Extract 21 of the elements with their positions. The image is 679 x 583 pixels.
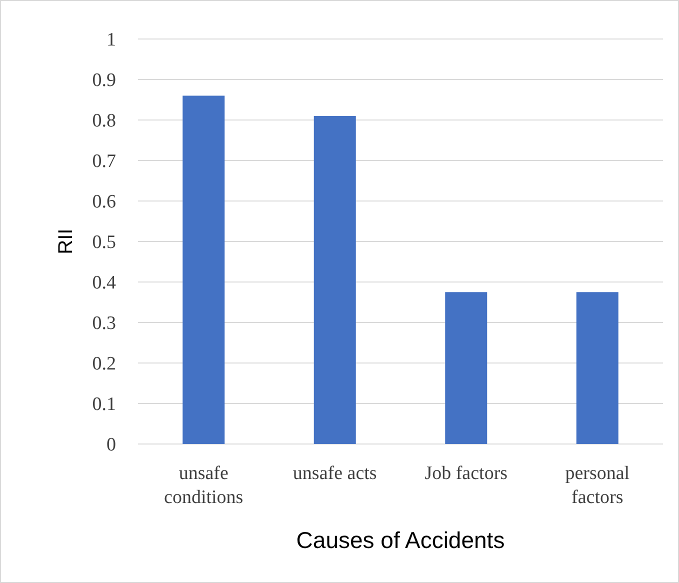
y-tick-label: 0.4 <box>92 272 116 294</box>
y-tick-label: 0.5 <box>92 232 116 254</box>
y-tick-label: 1 <box>106 30 116 51</box>
y-tick-label: 0.9 <box>92 70 116 92</box>
y-tick-label: 0.8 <box>92 110 116 132</box>
x-axis-title: Causes of Accidents <box>296 527 505 553</box>
x-tick-label: unsafe conditions <box>164 463 244 508</box>
y-tick-label: 0.3 <box>92 313 116 334</box>
bar <box>445 292 488 444</box>
y-tick-label: 0.7 <box>92 151 116 172</box>
bar <box>182 96 225 444</box>
x-tick-label: personal factors <box>565 463 630 508</box>
bar <box>314 116 356 444</box>
bar <box>576 292 618 444</box>
y-tick-label: 0.6 <box>92 192 116 213</box>
y-tick-label: 0.2 <box>92 354 116 375</box>
y-axis-title: RII <box>55 228 77 254</box>
x-tick-label: unsafe acts <box>292 463 377 484</box>
y-tick-label: 0 <box>106 434 116 456</box>
y-tick-label: 0.1 <box>92 394 116 416</box>
x-tick-label: Job factors <box>424 463 508 484</box>
